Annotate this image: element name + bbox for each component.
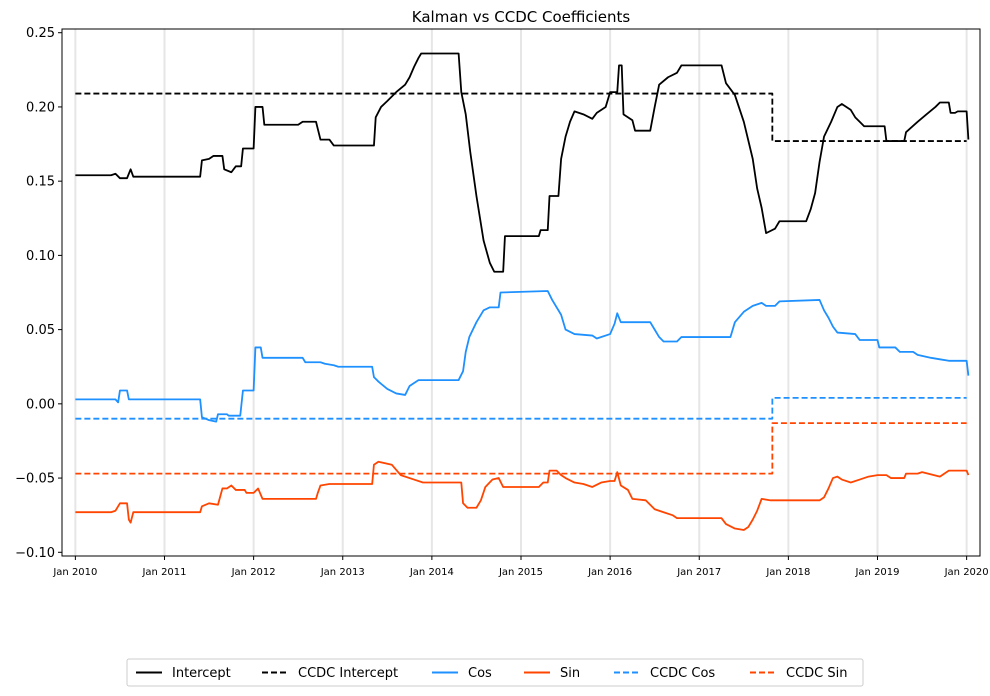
x-tick-label: Jan 2014 — [409, 567, 454, 578]
x-tick-label: Jan 2010 — [52, 567, 97, 578]
legend-item-cos: Cos — [432, 666, 492, 681]
legend-label: CCDC Intercept — [298, 666, 398, 681]
y-tick-label: 0.20 — [26, 100, 55, 115]
series-line-ccdc-sin — [75, 422, 967, 475]
series-line-sin — [75, 460, 970, 531]
axes: Jan 2010 Jan 2011 Jan 2012 Jan 2013 Jan 2014… — [15, 26, 988, 578]
x-tick-label: Jan 2018 — [765, 567, 810, 578]
series-line-ccdc-intercept — [75, 92, 967, 142]
y-tick-label: −0.05 — [15, 472, 55, 487]
x-tick-label: Jan 2012 — [231, 567, 276, 578]
x-tick-label: Jan 2020 — [944, 567, 989, 578]
y-tick-label: 0.05 — [26, 323, 55, 338]
x-tick-label: Jan 2013 — [320, 567, 365, 578]
y-tick-label: 0.15 — [26, 175, 55, 190]
legend-label: Sin — [560, 666, 580, 681]
series-layer — [75, 52, 970, 531]
legend-label: CCDC Cos — [650, 666, 715, 681]
x-tick-label: Jan 2019 — [854, 567, 899, 578]
series-line-cos — [75, 290, 970, 423]
y-tick-label: 0.25 — [26, 26, 55, 41]
legend-box — [126, 658, 864, 687]
legend-label: Intercept — [172, 666, 231, 681]
series-line-intercept — [75, 52, 970, 273]
x-tick-label: Jan 2015 — [498, 567, 543, 578]
x-tick-label: Jan 2017 — [676, 567, 721, 578]
legend: Intercept CCDC Intercept Cos Sin CCDC Cos CCD… — [126, 658, 864, 687]
chart-title: Kalman vs CCDC Coefficients — [412, 8, 631, 26]
y-tick-label: −0.10 — [15, 546, 55, 561]
series-line-ccdc-cos — [75, 397, 967, 420]
x-tick-label: Jan 2016 — [587, 567, 632, 578]
legend-item-sin: Sin — [524, 666, 580, 681]
legend-item-ccdc-intercept: CCDC Intercept — [262, 666, 398, 681]
y-tick-label: 0.00 — [26, 397, 55, 412]
legend-item-intercept: Intercept — [136, 666, 231, 681]
legend-label: Cos — [468, 666, 492, 681]
x-tick-label: Jan 2011 — [141, 567, 186, 578]
legend-label: CCDC Sin — [786, 666, 847, 681]
legend-item-ccdc-cos: CCDC Cos — [614, 666, 715, 681]
legend-item-ccdc-sin: CCDC Sin — [750, 666, 847, 681]
y-tick-label: 0.10 — [26, 249, 55, 264]
